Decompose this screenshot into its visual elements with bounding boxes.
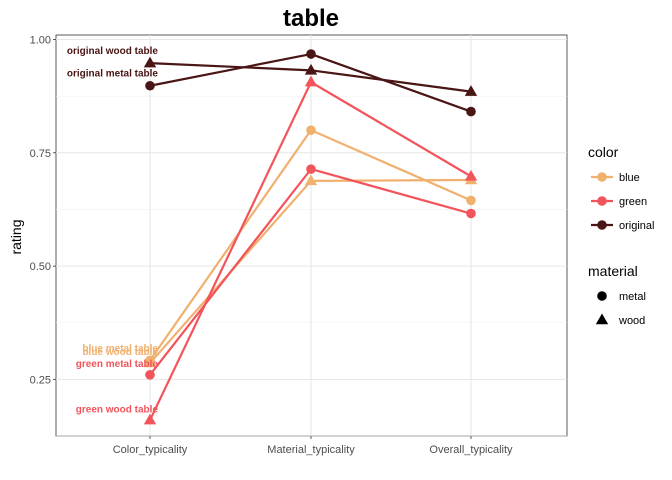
x-tick-label: Material_typicality <box>267 444 355 456</box>
data-point <box>304 63 318 75</box>
y-tick-label: 0.50 <box>30 261 51 273</box>
legend-key-point <box>597 196 607 206</box>
legend-item-metal: metal <box>597 291 646 303</box>
data-point <box>466 195 476 206</box>
y-tick-label: 1.00 <box>30 35 51 47</box>
chart-title: table <box>283 5 339 32</box>
data-point <box>145 370 155 380</box>
series-original-metal <box>145 49 476 117</box>
data-point <box>143 356 157 368</box>
data-point <box>306 125 316 135</box>
data-point <box>304 174 318 186</box>
data-point <box>466 208 476 219</box>
annotation-label: blue wood table <box>82 347 158 358</box>
legend-title-material: material <box>588 263 638 279</box>
legend-item-original: original <box>591 220 654 232</box>
legend-label: wood <box>618 315 645 327</box>
y-tick-label: 0.75 <box>30 148 51 160</box>
annotation-label: blue metal table <box>82 344 158 355</box>
legend-key-point <box>597 220 607 230</box>
data-point <box>466 106 476 117</box>
legend-label: original <box>619 220 654 232</box>
data-point <box>464 169 478 181</box>
data-point <box>464 85 478 96</box>
legend-item-wood: wood <box>595 313 645 327</box>
annotation-label: green metal table <box>76 359 159 370</box>
legend-item-blue: blue <box>591 172 640 184</box>
x-tick-label: Color_typicality <box>113 444 188 456</box>
gridlines <box>56 35 567 437</box>
annotations: original wood table original metal table b… <box>67 46 159 415</box>
series-blue-wood <box>143 173 478 368</box>
legend-title-color: color <box>588 144 619 160</box>
legend-item-green: green <box>591 196 647 208</box>
data-point <box>304 75 318 87</box>
data-point <box>306 164 316 174</box>
annotation-label: original wood table <box>67 46 159 57</box>
data-point <box>143 413 157 425</box>
series-layer <box>143 49 478 425</box>
y-axis: 0.25 0.50 0.75 1.00 <box>30 35 56 386</box>
x-tick-label: Overall_typicality <box>429 444 513 456</box>
legend-label: blue <box>619 172 640 184</box>
y-tick-label: 0.25 <box>30 374 51 386</box>
series-original-wood <box>143 56 478 96</box>
legend-key-point <box>597 172 607 182</box>
annotation-label: green wood table <box>76 404 159 415</box>
data-point <box>143 56 157 68</box>
y-axis-title: rating <box>8 219 24 254</box>
x-axis: Color_typicality Material_typicality Overa… <box>113 436 513 456</box>
data-point <box>145 80 155 91</box>
series-green-metal <box>145 164 476 380</box>
legend-label: metal <box>619 291 646 303</box>
data-point <box>306 49 316 59</box>
legend-label: green <box>619 196 647 208</box>
annotation-label: original metal table <box>67 69 159 80</box>
legend-key-point <box>597 291 607 301</box>
legend-key-point <box>595 313 609 325</box>
